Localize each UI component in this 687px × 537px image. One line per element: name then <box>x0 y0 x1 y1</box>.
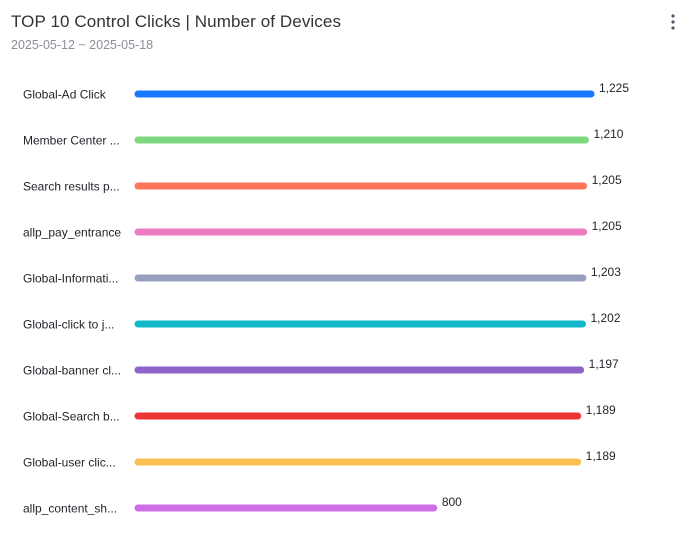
category-label: Global-Informati... <box>23 272 118 286</box>
value-label: 800 <box>442 495 462 509</box>
value-label: 1,197 <box>589 357 619 371</box>
date-range: 2025-05-12 ~ 2025-05-18 <box>11 38 154 52</box>
value-label: 1,205 <box>592 219 622 233</box>
category-label: allp_content_sh... <box>23 502 117 516</box>
value-label: 1,210 <box>593 127 623 141</box>
category-label: Global-banner cl... <box>23 364 121 378</box>
category-label: allp_pay_entrance <box>23 226 121 240</box>
chart-title: TOP 10 Control Clicks | Number of Device… <box>11 12 342 31</box>
more-vertical-icon[interactable] <box>664 12 682 32</box>
category-label: Global-click to j... <box>23 318 114 332</box>
value-label: 1,202 <box>590 311 620 325</box>
value-label: 1,205 <box>592 173 622 187</box>
category-label: Global-user clic... <box>23 456 116 470</box>
value-label: 1,189 <box>586 449 616 463</box>
category-label: Global-Ad Click <box>23 88 107 102</box>
category-label: Member Center ... <box>23 134 120 148</box>
value-label: 1,225 <box>599 81 629 95</box>
category-label: Global-Search b... <box>23 410 120 424</box>
value-label: 1,203 <box>591 265 621 279</box>
value-label: 1,189 <box>586 403 616 417</box>
category-label: Search results p... <box>23 180 120 194</box>
